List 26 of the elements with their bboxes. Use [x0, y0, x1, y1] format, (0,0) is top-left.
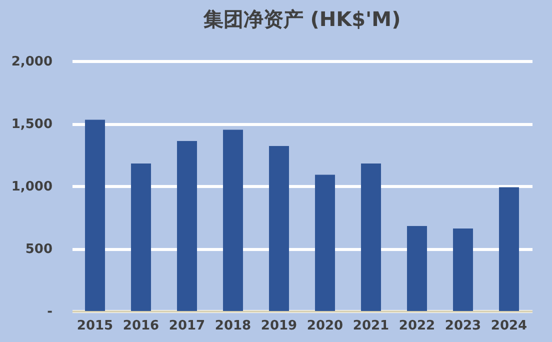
x-tick-label: 2020: [306, 318, 344, 334]
x-tick-label: 2016: [122, 318, 160, 334]
y-tick-label: 1,000: [11, 180, 52, 194]
bar: [223, 130, 243, 311]
bar: [407, 226, 427, 311]
x-tick-label: 2023: [444, 318, 482, 334]
x-tick-label: 2017: [168, 318, 206, 334]
x-tick-label: 2019: [260, 318, 298, 334]
bar: [315, 174, 335, 311]
x-tick-label: 2015: [76, 318, 114, 334]
x-tick-label: 2021: [352, 318, 390, 334]
bar: [85, 120, 105, 311]
y-tick-label: 1,500: [11, 117, 52, 132]
bar: [361, 164, 381, 311]
x-tick-label: 2024: [490, 318, 528, 334]
bar: [269, 146, 289, 311]
bar: [453, 228, 473, 311]
y-tick-label: 500: [25, 242, 52, 257]
bar: [177, 141, 197, 311]
bar: [499, 187, 519, 311]
y-tick-label: 2,000: [11, 54, 52, 70]
y-tick-label: -: [47, 304, 52, 320]
x-tick-label: 2018: [214, 318, 252, 334]
bar: [131, 164, 151, 311]
chart-title: 集团净资产 (HK$'M): [202, 7, 401, 31]
x-tick-label: 2022: [398, 318, 436, 334]
